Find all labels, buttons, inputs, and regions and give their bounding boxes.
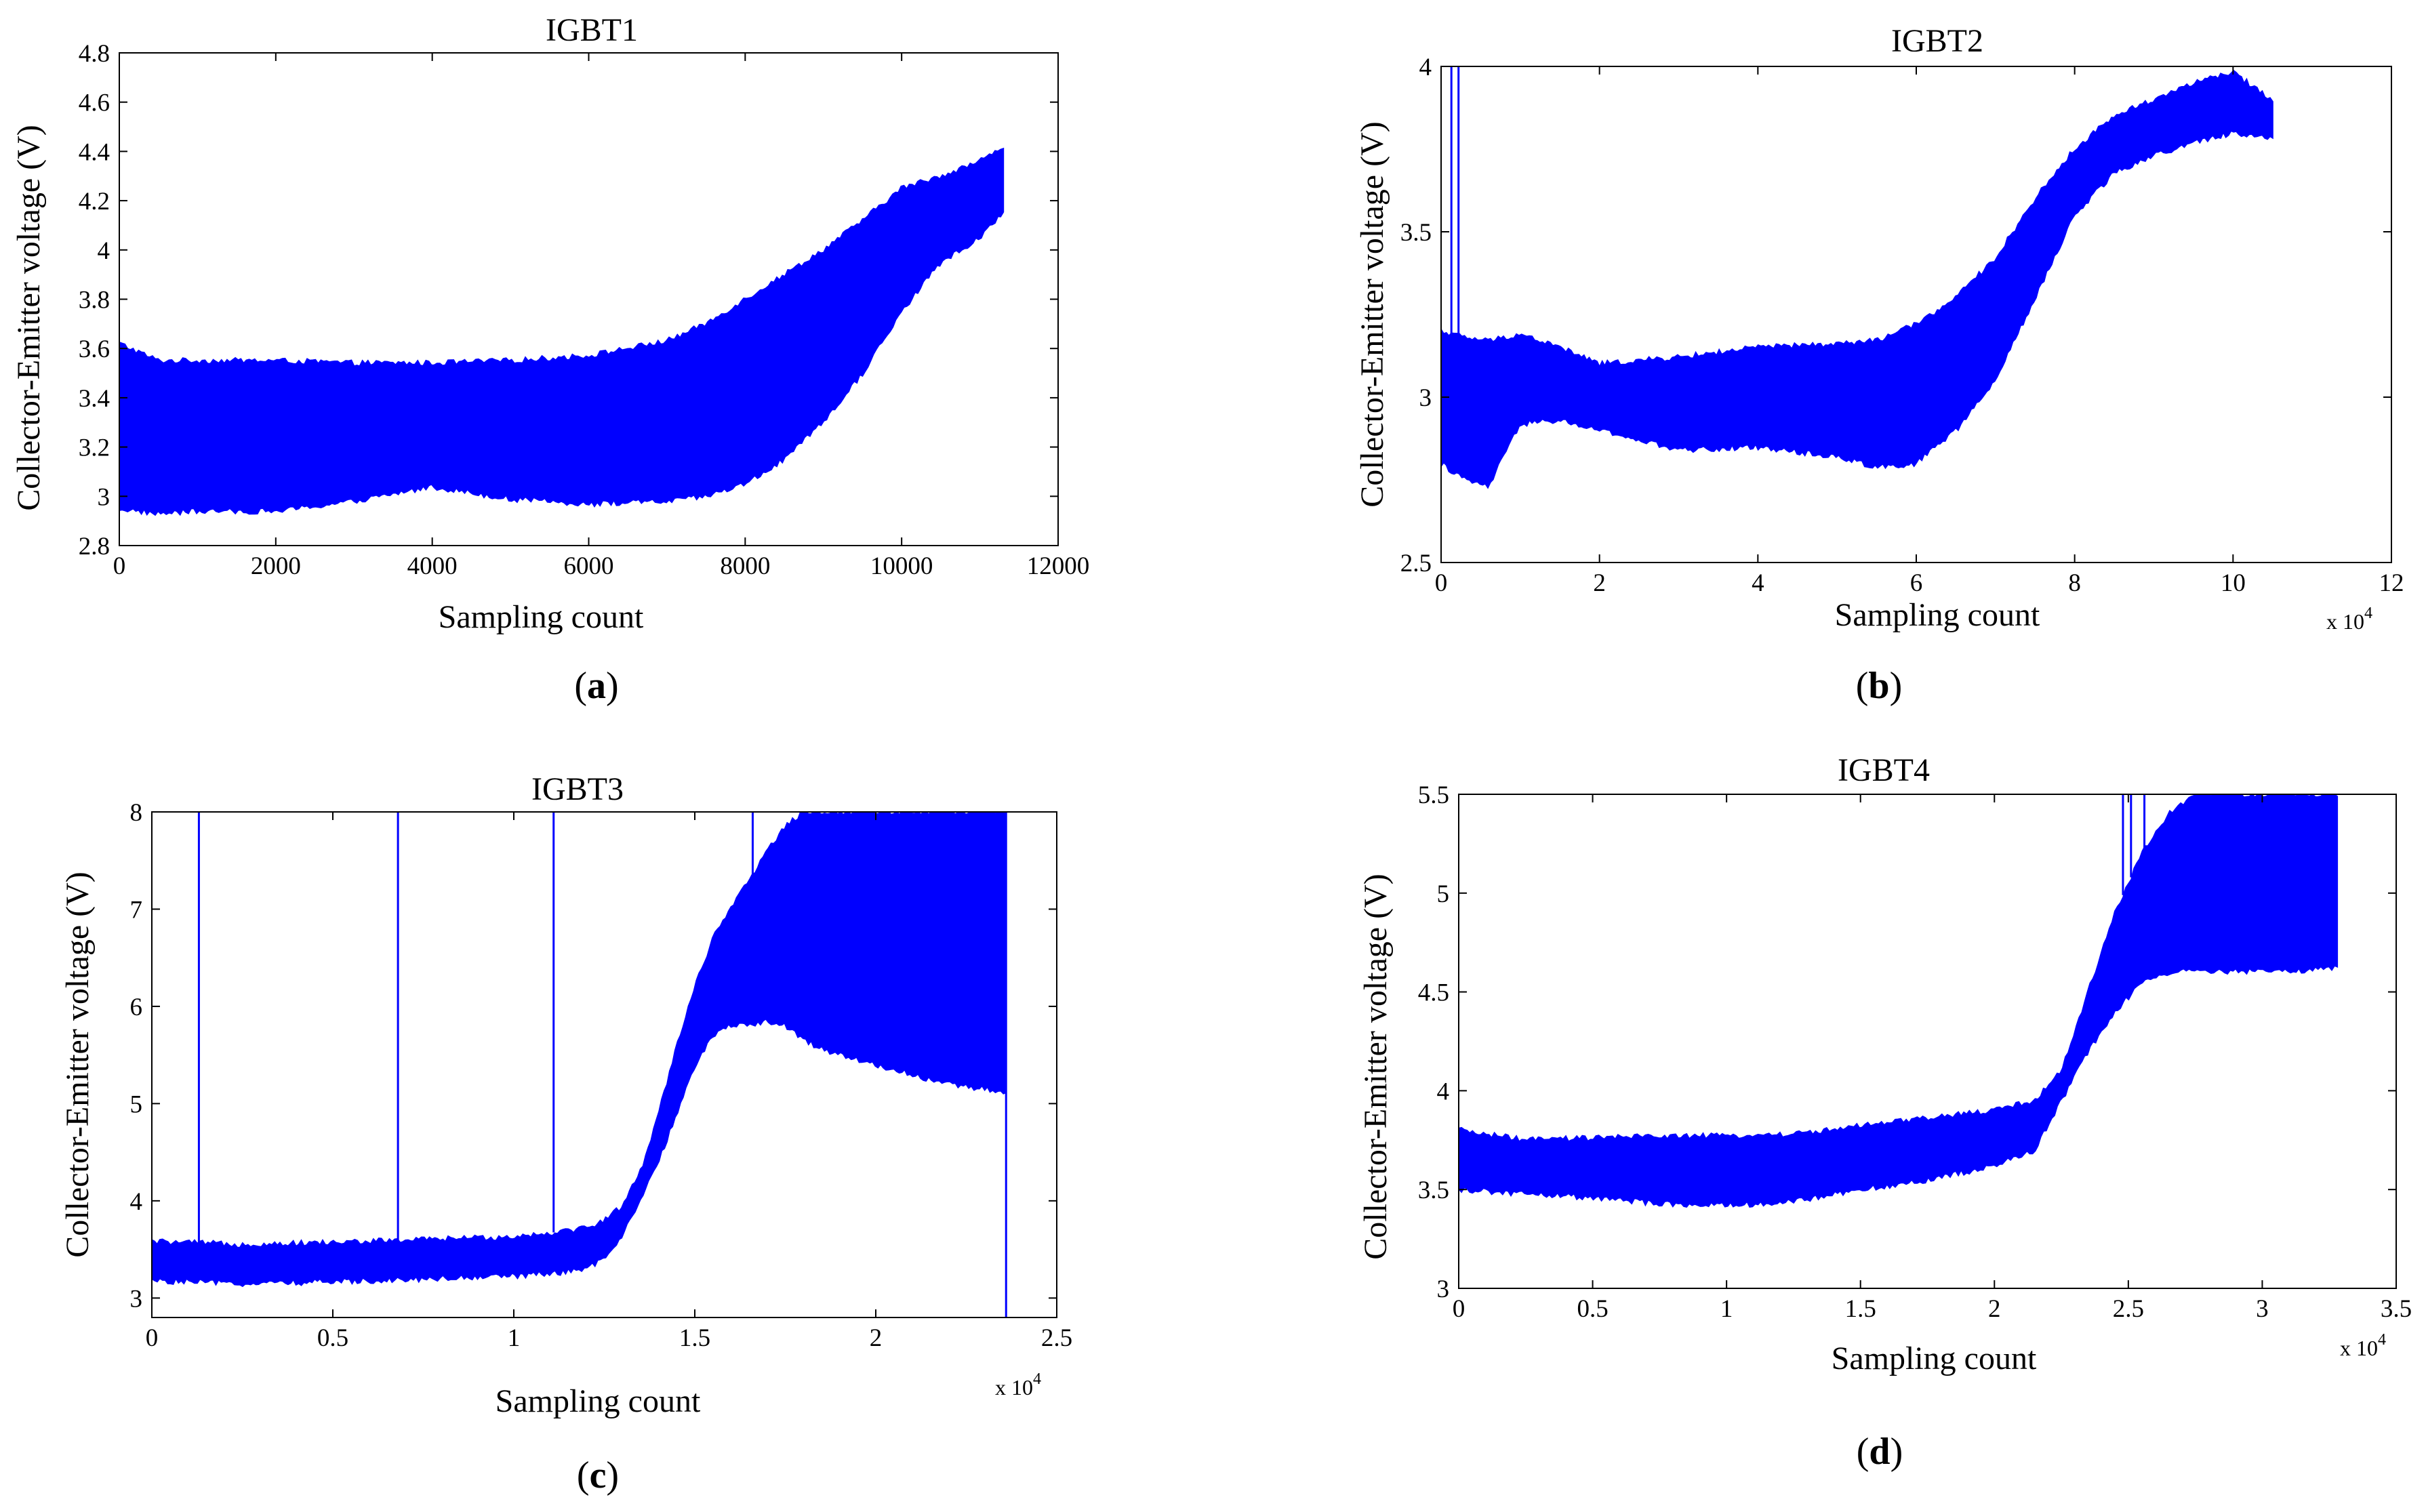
series-envelope (119, 147, 1005, 516)
panel-caption: (a) (574, 665, 618, 707)
x-tick-label: 0 (113, 552, 126, 580)
y-tick-label: 3.6 (79, 335, 110, 363)
y-tick-label: 4.8 (79, 40, 110, 68)
panel-caption: (c) (577, 1454, 619, 1496)
y-tick-label: 5 (130, 1090, 143, 1118)
y-tick-label: 4 (98, 237, 110, 265)
plot-area (1441, 66, 2273, 489)
y-tick-label: 4 (130, 1188, 143, 1216)
x-axis-multiplier: x 104 (2340, 1331, 2386, 1360)
y-axis-label: Collector-Emitter voltage (V) (11, 125, 47, 511)
x-tick-label: 2 (1593, 569, 1606, 597)
y-axis-label: Collector-Emitter voltage (V) (1358, 874, 1394, 1260)
plot-area (1459, 794, 2339, 1208)
x-tick-label: 0 (146, 1324, 159, 1352)
y-tick-label: 4 (1437, 1078, 1450, 1105)
y-tick-label: 3.2 (79, 434, 110, 462)
x-axis-label: Sampling count (496, 1383, 701, 1419)
y-tick-label: 2.5 (1400, 550, 1432, 577)
axes-frame (151, 811, 1057, 1318)
y-tick-label: 3.5 (1418, 1177, 1449, 1204)
y-tick-label: 4.4 (79, 138, 110, 166)
x-tick-label: 12000 (1027, 552, 1090, 580)
x-axis-multiplier: x 104 (2326, 605, 2372, 634)
axes-frame (1458, 794, 2397, 1289)
x-tick-label: 4 (1752, 569, 1764, 597)
panel-b: IGBT2 Sampling count Collector-Emitter v… (1354, 23, 2404, 707)
chart-title: IGBT2 (1891, 23, 1983, 59)
x-tick-label: 2 (870, 1324, 883, 1352)
panel-a: IGBT1 Sampling count Collector-Emitter v… (11, 12, 1089, 707)
y-axis-label: Collector-Emitter voltage (V) (60, 872, 96, 1258)
y-tick-label: 3.5 (1400, 219, 1432, 247)
chart-title: IGBT1 (546, 12, 638, 48)
x-tick-label: 4000 (407, 552, 458, 580)
panel-d: IGBT4 Sampling count Collector-Emitter v… (1358, 752, 2412, 1473)
x-tick-label: 10 (2221, 569, 2246, 597)
y-tick-label: 3 (130, 1285, 143, 1313)
series-line (1459, 880, 2338, 1172)
x-tick-label: 0.5 (317, 1324, 348, 1352)
x-axis-label: Sampling count (439, 599, 644, 635)
series-line (1441, 102, 2273, 415)
x-tick-label: 3 (2256, 1295, 2269, 1323)
x-tick-label: 10000 (870, 552, 933, 580)
series-line (152, 925, 1007, 1265)
x-axis-label: Sampling count (1835, 597, 2040, 633)
x-tick-label: 1.5 (679, 1324, 710, 1352)
x-tick-label: 8000 (720, 552, 770, 580)
y-tick-label: 5.5 (1418, 781, 1449, 809)
x-tick-label: 2.5 (2113, 1295, 2144, 1323)
plot-area (152, 812, 1007, 1317)
plot-area (119, 147, 1005, 516)
y-tick-label: 5 (1437, 880, 1450, 908)
y-tick-label: 3 (98, 483, 110, 511)
x-tick-label: 3.5 (2381, 1295, 2412, 1323)
panel-c: IGBT3 Sampling count Collector-Emitter v… (60, 771, 1072, 1496)
series-envelope (1441, 69, 2273, 489)
y-tick-label: 2.8 (79, 533, 110, 560)
y-tick-label: 3.4 (79, 385, 110, 413)
y-tick-label: 6 (130, 994, 143, 1021)
x-axis-multiplier: x 104 (995, 1370, 1041, 1399)
x-tick-label: 8 (2068, 569, 2081, 597)
x-tick-label: 6 (1910, 569, 1923, 597)
y-tick-label: 3.8 (79, 287, 110, 314)
x-tick-label: 2 (1988, 1295, 2001, 1323)
x-tick-label: 2.5 (1041, 1324, 1072, 1352)
y-tick-label: 4 (1419, 54, 1432, 81)
x-tick-label: 0.5 (1577, 1295, 1608, 1323)
y-tick-label: 4.5 (1418, 979, 1449, 1007)
x-tick-label: 1 (508, 1324, 521, 1352)
x-tick-label: 2000 (251, 552, 301, 580)
series-envelope (152, 812, 1007, 1288)
panel-caption: (b) (1856, 665, 1902, 707)
y-tick-label: 8 (130, 799, 143, 827)
x-tick-label: 1 (1720, 1295, 1733, 1323)
y-tick-label: 3 (1437, 1275, 1450, 1303)
x-tick-label: 12 (2379, 569, 2404, 597)
series-line (119, 179, 1004, 438)
chart-title: IGBT4 (1838, 752, 1930, 788)
y-axis-label: Collector-Emitter voltage (V) (1354, 121, 1390, 508)
series-envelope (1459, 794, 2339, 1208)
y-tick-label: 7 (130, 896, 143, 924)
x-tick-label: 0 (1435, 569, 1448, 597)
x-tick-label: 6000 (564, 552, 614, 580)
x-axis-label: Sampling count (1832, 1341, 2037, 1376)
y-tick-label: 4.2 (79, 188, 110, 216)
chart-title: IGBT3 (531, 771, 624, 807)
axes-frame (1440, 66, 2392, 563)
y-tick-label: 4.6 (79, 89, 110, 117)
x-tick-label: 1.5 (1845, 1295, 1876, 1323)
x-tick-label: 0 (1453, 1295, 1465, 1323)
panel-caption: (d) (1857, 1431, 1903, 1473)
y-tick-label: 3 (1419, 384, 1432, 412)
